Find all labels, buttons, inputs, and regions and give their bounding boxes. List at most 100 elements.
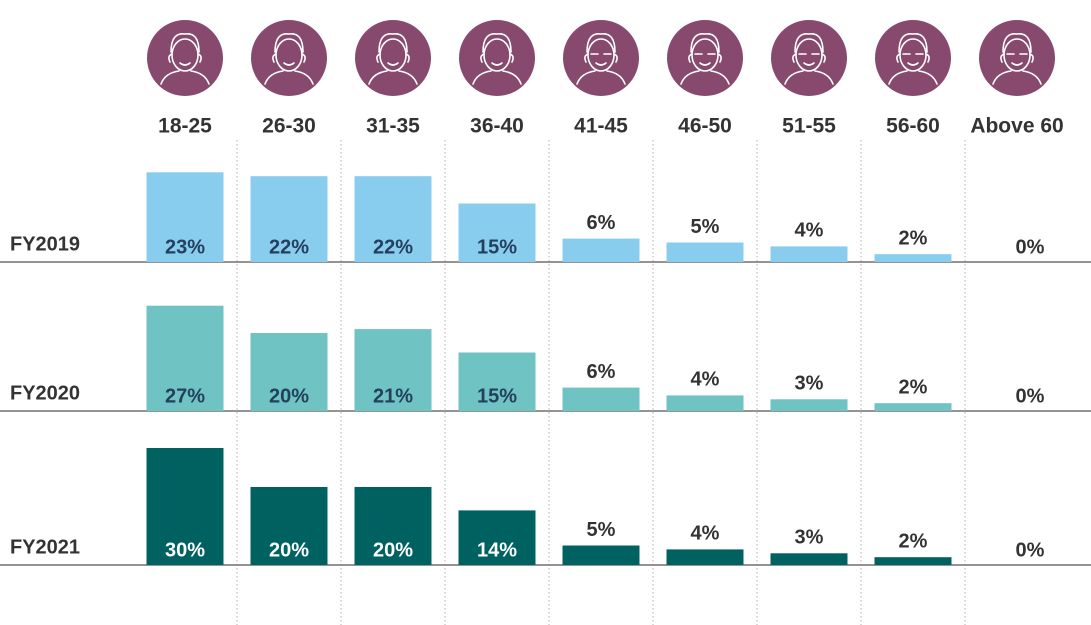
icon-ears	[376, 53, 410, 63]
icon-ears	[1000, 53, 1034, 63]
bar	[354, 329, 432, 411]
icon-circle	[459, 20, 535, 96]
bar	[146, 305, 224, 411]
value-label: 15%	[477, 236, 517, 258]
icon-face	[171, 38, 199, 72]
icon-hair	[482, 33, 512, 53]
icon-hair	[274, 33, 304, 53]
icon-hair	[898, 33, 928, 53]
value-label: 5%	[691, 216, 720, 238]
series-label: FY2020	[10, 382, 80, 404]
icon-ears	[896, 53, 930, 63]
icon-circle	[875, 20, 951, 96]
bar	[770, 399, 848, 411]
category-label: 26-30	[262, 115, 316, 138]
value-label: 3%	[795, 527, 824, 549]
value-label: 23%	[165, 236, 205, 258]
icon-shoulders	[160, 70, 210, 85]
icon-face	[1003, 38, 1031, 72]
icon-hair	[170, 33, 200, 53]
icon-hair	[1002, 33, 1032, 53]
age-icon	[771, 20, 847, 96]
bar	[146, 448, 224, 565]
category-label: 56-60	[886, 115, 940, 138]
value-label: 2%	[899, 530, 928, 552]
icon-hair	[378, 33, 408, 53]
value-label: 20%	[269, 539, 309, 561]
bar	[250, 176, 328, 262]
icon-face	[795, 38, 823, 72]
value-label: 22%	[373, 236, 413, 258]
series-label: FY2021	[10, 536, 80, 558]
age-icon	[563, 20, 639, 96]
value-label: 6%	[587, 212, 616, 234]
age-icon	[875, 20, 951, 96]
icon-circle	[563, 20, 639, 96]
bar	[458, 510, 536, 565]
icon-ears	[792, 53, 826, 63]
bar	[770, 246, 848, 262]
age-icon	[251, 20, 327, 96]
value-label: 6%	[587, 361, 616, 383]
value-label: 22%	[269, 236, 309, 258]
icon-smile	[699, 62, 711, 66]
value-label: 4%	[795, 220, 824, 242]
age-icon	[147, 20, 223, 96]
age-icon	[979, 20, 1055, 96]
icon-ears	[688, 53, 722, 63]
icon-shoulders	[680, 70, 730, 85]
bar	[666, 549, 744, 565]
bar	[250, 487, 328, 565]
icon-circle	[251, 20, 327, 96]
icon-smile	[907, 62, 919, 66]
icon-smile	[179, 62, 191, 66]
value-label: 30%	[165, 539, 205, 561]
series-label: FY2019	[10, 233, 80, 255]
icon-circle	[979, 20, 1055, 96]
bar	[874, 403, 952, 411]
icon-smile	[595, 62, 607, 66]
icon-face	[691, 38, 719, 72]
value-label: 4%	[691, 523, 720, 545]
category-label: 51-55	[782, 115, 836, 138]
icon-circle	[771, 20, 847, 96]
category-label: 18-25	[158, 115, 212, 138]
icon-hair	[690, 33, 720, 53]
icon-circle	[147, 20, 223, 96]
icon-shoulders	[472, 70, 522, 85]
icon-circle	[667, 20, 743, 96]
age-icon	[355, 20, 431, 96]
bar	[562, 545, 640, 565]
value-label: 0%	[1016, 385, 1045, 407]
bar	[354, 176, 432, 262]
bar	[458, 352, 536, 411]
icon-shoulders	[992, 70, 1042, 85]
bar	[354, 487, 432, 565]
value-label: 21%	[373, 385, 413, 407]
icon-shoulders	[784, 70, 834, 85]
icon-ears	[480, 53, 514, 63]
value-label: 3%	[795, 373, 824, 395]
value-label: 27%	[165, 385, 205, 407]
icon-smile	[491, 62, 503, 66]
value-label: 0%	[1016, 236, 1045, 258]
value-label: 15%	[477, 385, 517, 407]
icon-ears	[272, 53, 306, 63]
bar	[666, 242, 744, 262]
icon-circle	[355, 20, 431, 96]
category-label: 41-45	[574, 115, 628, 138]
icon-shoulders	[888, 70, 938, 85]
icon-shoulders	[368, 70, 418, 85]
bar	[874, 254, 952, 262]
bar	[562, 238, 640, 262]
age-icon	[459, 20, 535, 96]
value-label: 4%	[691, 369, 720, 391]
value-label: 14%	[477, 539, 517, 561]
icon-face	[587, 38, 615, 72]
category-label: 31-35	[366, 115, 420, 138]
icon-face	[379, 38, 407, 72]
icon-ears	[584, 53, 618, 63]
value-label: 2%	[899, 376, 928, 398]
value-label: 20%	[269, 385, 309, 407]
